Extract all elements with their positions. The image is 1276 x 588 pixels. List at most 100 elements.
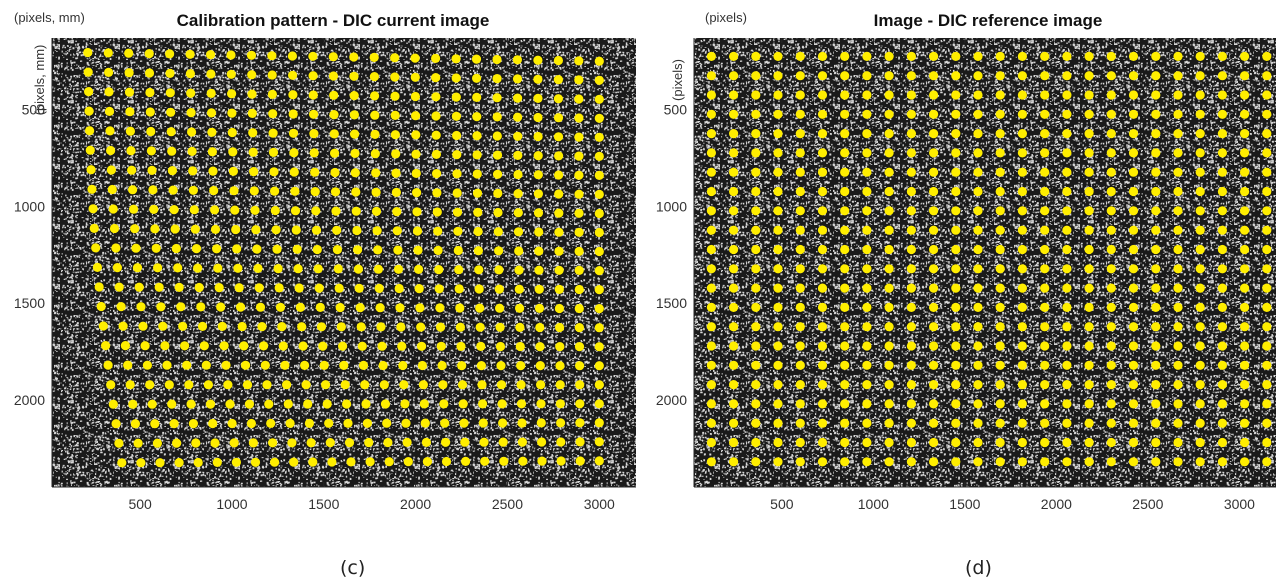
calibration-point	[537, 456, 547, 466]
calibration-point	[362, 418, 372, 428]
calibration-point	[252, 244, 262, 254]
calibration-point	[172, 438, 182, 448]
calibration-point	[178, 321, 188, 331]
calibration-point	[1262, 71, 1272, 81]
calibration-point	[906, 109, 917, 119]
calibration-point	[1084, 244, 1094, 255]
calibration-point	[729, 186, 739, 197]
calibration-point	[1195, 109, 1205, 119]
calibration-point	[773, 244, 783, 255]
calibration-point	[1195, 167, 1205, 177]
calibration-point	[1128, 437, 1139, 448]
calibration-point	[906, 51, 917, 62]
calibration-point	[400, 399, 410, 409]
calibration-point	[206, 88, 216, 98]
calibration-point	[1262, 167, 1272, 177]
calibration-point	[433, 226, 443, 236]
calibration-point	[353, 264, 363, 274]
calibration-point	[751, 71, 761, 81]
calibration-point	[951, 244, 961, 255]
calibration-point	[327, 457, 337, 467]
calibration-point	[535, 361, 545, 371]
calibration-point	[184, 380, 194, 390]
calibration-point	[973, 206, 983, 216]
calibration-point	[973, 225, 983, 235]
calibration-point	[169, 205, 179, 215]
calibration-point	[294, 283, 304, 293]
calibration-point	[751, 244, 761, 255]
calibration-point	[1173, 418, 1183, 428]
calibration-point	[277, 322, 287, 332]
calibration-point	[1017, 109, 1027, 119]
calibration-point	[929, 302, 939, 312]
calibration-point	[124, 68, 134, 78]
calibration-point	[392, 226, 402, 236]
calibration-point	[196, 302, 206, 312]
calibration-point	[729, 341, 739, 351]
calibration-point	[1173, 399, 1183, 409]
calibration-point	[289, 167, 299, 177]
calibration-point	[187, 146, 197, 156]
calibration-point	[128, 185, 138, 195]
calibration-point	[555, 380, 565, 390]
calibration-point	[840, 109, 850, 119]
calibration-point	[356, 322, 366, 332]
calibration-point	[574, 208, 584, 218]
calibration-point	[144, 68, 155, 78]
calibration-point	[951, 457, 961, 467]
calibration-point	[1040, 129, 1050, 139]
calibration-point	[1217, 418, 1227, 428]
calibration-point	[461, 456, 471, 466]
calibration-point	[574, 132, 584, 142]
calibration-point	[94, 282, 104, 292]
calibration-point	[773, 90, 783, 100]
calibration-point	[1240, 264, 1250, 274]
calibration-point	[951, 380, 961, 390]
calibration-point	[1240, 71, 1250, 81]
calibration-point	[1084, 341, 1094, 351]
calibration-point	[1040, 399, 1050, 409]
calibration-point	[729, 148, 739, 158]
calibration-point	[575, 399, 585, 409]
calibration-point	[1106, 399, 1116, 409]
calibration-point	[884, 283, 894, 293]
calibration-point	[1240, 186, 1250, 197]
calibration-point	[995, 71, 1005, 81]
calibration-point	[1173, 302, 1183, 312]
calibration-point	[795, 186, 805, 197]
calibration-point	[1128, 148, 1139, 158]
calibration-point	[108, 204, 118, 214]
calibration-point	[106, 380, 116, 390]
calibration-point	[1106, 71, 1116, 81]
calibration-point	[1106, 90, 1116, 100]
calibration-point	[575, 418, 585, 428]
calibration-point	[288, 70, 298, 80]
calibration-point	[554, 189, 564, 199]
calibration-point	[995, 186, 1005, 197]
calibration-point	[403, 457, 413, 467]
calibration-point	[516, 380, 526, 390]
calibration-point	[1106, 457, 1116, 467]
calibration-point	[186, 108, 196, 118]
calibration-point	[1062, 264, 1072, 274]
calibration-point	[85, 126, 95, 136]
calibration-point	[594, 189, 604, 199]
calibration-point	[1062, 90, 1072, 100]
calibration-point	[1240, 322, 1250, 332]
calibration-point	[87, 184, 97, 194]
calibration-point	[390, 91, 400, 101]
calibration-point	[270, 186, 280, 196]
calibration-point	[594, 94, 604, 104]
calibration-point	[309, 129, 319, 139]
calibration-point	[884, 51, 894, 62]
calibration-point	[929, 129, 939, 139]
calibration-point	[751, 186, 761, 197]
calibration-point	[132, 263, 143, 273]
calibration-point	[840, 341, 850, 351]
calibration-point	[1151, 437, 1161, 448]
calibration-point	[434, 284, 444, 294]
calibration-point	[817, 51, 828, 62]
calibration-point	[973, 457, 983, 467]
calibration-point	[929, 186, 939, 197]
calibration-point	[118, 321, 128, 331]
